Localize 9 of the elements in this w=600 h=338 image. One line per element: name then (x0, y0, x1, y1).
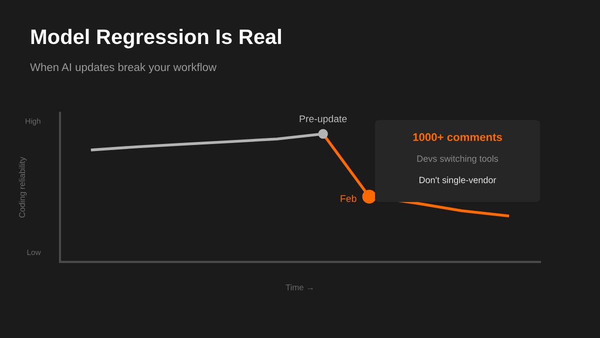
annotation: Don't single-vendor (419, 176, 496, 185)
text: 1000+ comments (413, 133, 502, 142)
annotation: Devs switching tools (417, 155, 498, 164)
x-axis-title: Time → (286, 284, 313, 290)
series-label: Pre-update (300, 115, 347, 124)
chart-title: Model Regression Is Real (31, 28, 281, 48)
series-label: Feb (340, 194, 356, 202)
y-axis-title: Coding reliability (18, 156, 27, 218)
chart-subtitle: When AI updates break your workflow (30, 62, 217, 74)
